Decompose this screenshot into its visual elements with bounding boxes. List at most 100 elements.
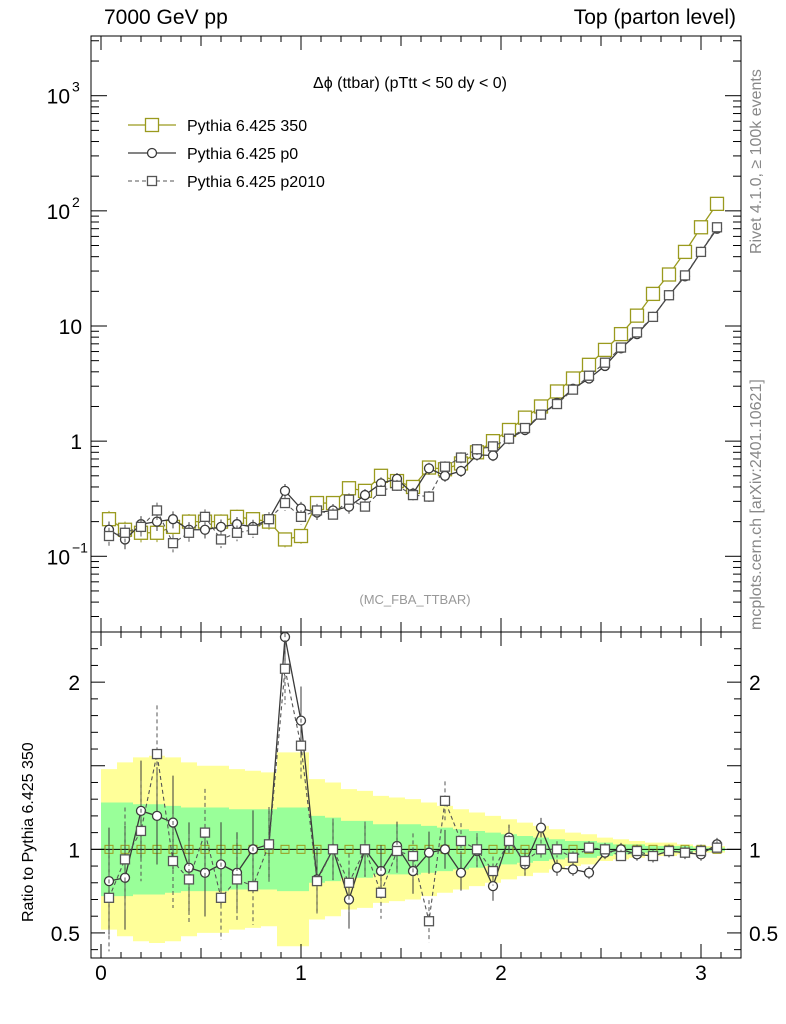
ratio-line-1	[108, 668, 718, 922]
ratio-point-1	[407, 850, 419, 862]
ratio-point-0	[583, 867, 595, 878]
ratio-point-1	[439, 795, 451, 807]
data-series	[101, 196, 725, 952]
ratio-point-1	[247, 880, 259, 892]
series-point-2	[279, 497, 291, 509]
ratio-point-1	[391, 845, 403, 857]
series-point-1	[359, 489, 371, 501]
series-point-0	[565, 371, 581, 386]
series-point-2	[199, 511, 211, 523]
series-point-1	[439, 470, 451, 481]
series-point-1	[215, 521, 227, 533]
series-point-0	[549, 384, 565, 399]
series-point-2	[407, 489, 419, 501]
ratio-reference-point	[280, 844, 290, 854]
ratio-point-1	[167, 855, 179, 867]
series-point-0	[693, 220, 709, 235]
series-point-2	[247, 524, 259, 535]
series-point-0	[293, 528, 309, 544]
mcplots-credit-label: mcplots.cern.ch [arXiv:2401.10621]	[748, 379, 765, 630]
rivet-version-label: Rivet 4.1.0, ≥ 100k events	[748, 69, 765, 254]
ratio-point-0	[535, 822, 547, 833]
series-point-0	[581, 357, 597, 372]
series-point-2	[519, 422, 531, 434]
ratio-point-1	[375, 887, 387, 898]
ratio-point-1	[151, 748, 163, 760]
ratio-point-1	[359, 844, 371, 855]
series-point-2	[663, 290, 675, 301]
legend: Pythia 6.425 350 Pythia 6.425 p0 Pythia 6.…	[128, 117, 325, 191]
ratio-point-0	[151, 810, 163, 822]
series-point-2	[375, 485, 387, 497]
series-point-1	[199, 524, 211, 535]
x-tick-label: 1	[295, 962, 307, 985]
y-tick-exponent: 2	[72, 194, 80, 210]
series-point-2	[679, 270, 691, 281]
ratio-y-tick-label: 1	[68, 839, 80, 862]
ratio-point-1	[679, 847, 691, 858]
series-point-2	[311, 505, 323, 516]
series-point-0	[341, 481, 357, 496]
series-point-2	[263, 514, 275, 525]
ratio-point-1	[695, 845, 707, 857]
ratio-point-0	[423, 847, 435, 858]
ratio-point-0	[487, 880, 499, 892]
ratio-point-1	[647, 850, 659, 862]
ratio-point-1	[631, 845, 643, 857]
series-point-2	[695, 246, 707, 258]
legend-marker	[146, 175, 158, 187]
ratio-point-1	[535, 844, 547, 855]
series-point-2	[103, 530, 115, 542]
ratio-y-tick-label-right: 2	[749, 672, 761, 695]
y-tick-exponent: 3	[72, 79, 80, 95]
ratio-point-1	[471, 844, 483, 855]
series-point-0	[677, 244, 693, 260]
ratio-point-1	[343, 877, 355, 888]
series-point-2	[503, 433, 515, 444]
series-point-2	[487, 441, 499, 452]
series-point-2	[343, 494, 355, 505]
ratio-point-1	[231, 874, 243, 885]
series-point-2	[471, 444, 483, 455]
series-point-2	[599, 357, 611, 368]
series-point-0	[709, 196, 725, 212]
series-point-1	[487, 450, 499, 461]
series-point-0	[629, 308, 645, 323]
ratio-point-1	[119, 854, 131, 865]
series-point-2	[359, 501, 371, 512]
ratio-point-1	[711, 842, 723, 853]
ratio-point-0	[439, 844, 451, 855]
ratio-point-1	[263, 839, 275, 850]
series-point-2	[535, 409, 547, 420]
legend-marker	[146, 147, 158, 159]
series-point-1	[167, 514, 179, 525]
legend-marker	[144, 117, 160, 133]
ratio-point-1	[423, 916, 435, 927]
x-tick-label: 0	[95, 962, 107, 985]
legend-label: Pythia 6.425 350	[187, 118, 307, 135]
ratio-point-1	[103, 892, 115, 903]
series-point-2	[647, 311, 659, 323]
series-point-2	[215, 534, 227, 545]
series-point-2	[183, 527, 195, 538]
legend-label: Pythia 6.425 p2010	[187, 174, 325, 191]
ratio-y-tick-label-right: 1	[749, 839, 761, 862]
ratio-point-1	[183, 874, 195, 885]
ratio-point-1	[615, 850, 627, 862]
series-point-2	[295, 511, 307, 523]
ratio-point-1	[295, 740, 307, 751]
y-tick-label: 1	[70, 431, 82, 454]
ratio-point-1	[519, 855, 531, 867]
ratio-point-1	[487, 865, 499, 877]
legend-label: Pythia 6.425 p0	[187, 146, 298, 163]
ratio-reference-point	[296, 844, 306, 854]
series-point-2	[615, 342, 627, 353]
ratio-point-1	[599, 844, 611, 855]
ratio-axis-label: Ratio to Pythia 6.425 350	[20, 742, 37, 922]
ratio-panel-frame	[90, 631, 742, 959]
header-energy-label: 7000 GeV pp	[104, 6, 228, 29]
series-point-2	[167, 538, 179, 549]
ratio-point-1	[199, 827, 211, 838]
